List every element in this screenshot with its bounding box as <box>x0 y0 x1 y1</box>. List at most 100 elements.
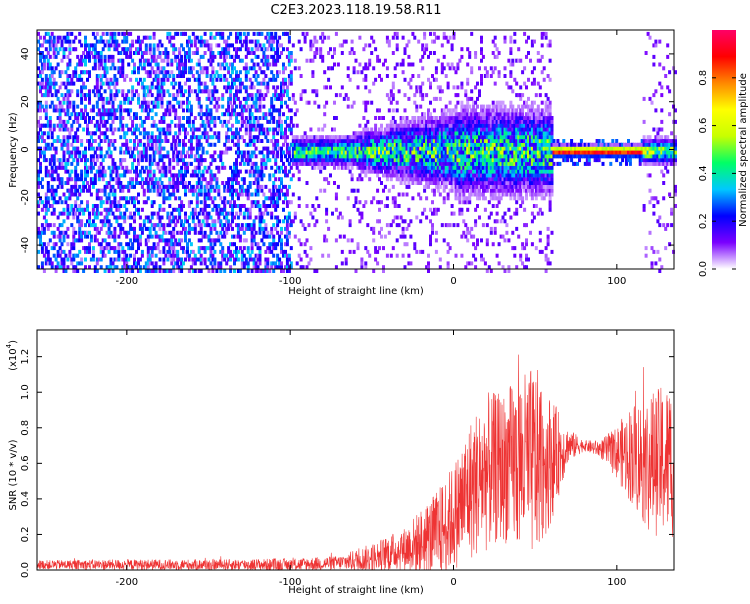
spectrogram-cell <box>107 207 111 212</box>
spectrogram-cell <box>86 93 89 98</box>
spectrogram-cell <box>78 150 82 155</box>
spectrogram-cell <box>244 77 248 82</box>
spectrogram-cell <box>323 112 327 117</box>
spectrogram-cell <box>48 204 52 208</box>
spectrogram-cell <box>284 31 287 36</box>
spectrogram-cell <box>95 31 99 36</box>
spectrogram-cell <box>407 119 411 124</box>
spectrogram-cell <box>325 158 329 163</box>
spectrogram-cell <box>240 150 244 155</box>
spectrogram-cell <box>431 154 434 159</box>
spectrogram-cell <box>289 119 293 124</box>
spectrogram-cell <box>368 253 372 258</box>
spectrogram-cell <box>268 158 272 163</box>
spectrogram-cell <box>76 188 80 193</box>
spectrogram-cell <box>229 112 233 117</box>
spectrogram-cell <box>82 70 86 75</box>
spectrogram-cell <box>184 161 187 166</box>
spectrogram-cell <box>129 181 133 185</box>
spectrogram-cell <box>154 58 158 63</box>
spectrogram-cell <box>378 146 381 151</box>
spectrogram-cell <box>272 223 276 228</box>
spectrogram-cell <box>389 93 393 98</box>
spectrogram-cell <box>238 39 242 44</box>
spectrogram-cell <box>415 131 419 136</box>
spectrogram-cell <box>331 154 334 159</box>
spectrogram-cell <box>285 85 289 90</box>
spectrogram-cell <box>58 246 62 251</box>
spectrogram-cell <box>39 169 42 174</box>
spectrogram-cell <box>197 62 201 67</box>
spectrogram-cell <box>107 54 111 59</box>
spectrogram-cell <box>407 62 411 67</box>
spectrogram-cell <box>421 116 425 120</box>
spectrogram-cell <box>189 43 193 48</box>
spectrogram-cell <box>280 261 283 266</box>
spectrogram-cell <box>362 146 366 151</box>
spectrogram-cell <box>325 150 329 155</box>
spectrogram-cell <box>401 146 405 151</box>
spectrogram-cell <box>366 223 370 228</box>
spectrogram-cell <box>370 142 374 147</box>
spectrogram-cell <box>170 70 174 75</box>
spectrogram-cell <box>60 70 64 75</box>
spectrogram-cell <box>240 188 244 193</box>
spectrogram-cell <box>334 150 338 155</box>
spectrogram-cell <box>221 31 225 36</box>
spectrogram-cell <box>60 261 64 266</box>
spectrogram-cell <box>148 165 152 170</box>
spectrogram-cell <box>89 161 93 166</box>
spectrogram-cell <box>364 123 368 128</box>
spectrogram-cell <box>40 93 44 98</box>
spectrogram-cell <box>366 142 370 147</box>
spectrogram-cell <box>227 139 231 143</box>
spectrogram-cell <box>235 131 238 136</box>
spectrogram-cell <box>266 131 270 136</box>
spectrogram-cell <box>352 249 356 254</box>
spectrogram-cell <box>50 31 54 36</box>
spectrogram-cell <box>250 238 254 243</box>
spectrogram-cell <box>209 62 213 67</box>
spectrogram-cell <box>429 169 432 174</box>
spectrogram-cell <box>280 226 283 231</box>
spectrogram-cell <box>248 257 252 262</box>
spectrogram-cell <box>172 77 176 82</box>
spectrogram-cell <box>260 161 264 166</box>
spectrogram-cell <box>58 158 62 163</box>
spectrogram-cell <box>352 70 356 75</box>
spectrogram-cell <box>338 211 342 216</box>
spectrogram-cell <box>284 169 287 174</box>
spectrogram-cell <box>289 246 293 251</box>
spectrogram-cell <box>62 261 66 266</box>
spectrogram-cell <box>140 104 144 109</box>
spectrogram-cell <box>203 223 207 228</box>
spectrogram-cell <box>129 177 133 182</box>
spectrogram-cell <box>78 207 82 212</box>
spectrogram-cell <box>225 77 229 82</box>
spectrogram-cell <box>154 150 158 155</box>
spectrogram-cell <box>182 161 185 166</box>
spectrogram-cell <box>170 142 174 147</box>
spectrogram-cell <box>393 158 397 163</box>
spectrogram-cell <box>62 257 66 262</box>
spectrogram-cell <box>417 154 421 159</box>
spectrogram-cell <box>282 93 285 98</box>
spectrogram-cell <box>231 43 234 48</box>
spectrogram-cell <box>86 207 89 212</box>
spectrogram-cell <box>137 238 140 243</box>
spectrogram-cell <box>431 158 434 163</box>
spectrogram-cell <box>121 226 125 231</box>
spectrogram-cell <box>389 158 393 163</box>
spectrogram-cell <box>39 161 42 166</box>
spectrogram-cell <box>238 100 242 105</box>
spectrogram-cell <box>146 58 150 63</box>
spectrogram-cell <box>50 211 54 216</box>
spectrogram-cell <box>307 161 311 166</box>
spectrogram-cell <box>284 253 287 258</box>
spectrogram-cell <box>242 261 246 266</box>
spectrogram-cell <box>88 54 91 59</box>
spectrogram-cell <box>72 234 76 239</box>
spectrogram-cell <box>295 150 299 155</box>
spectrogram-cell <box>60 108 64 113</box>
spectrogram-cell <box>178 85 182 90</box>
